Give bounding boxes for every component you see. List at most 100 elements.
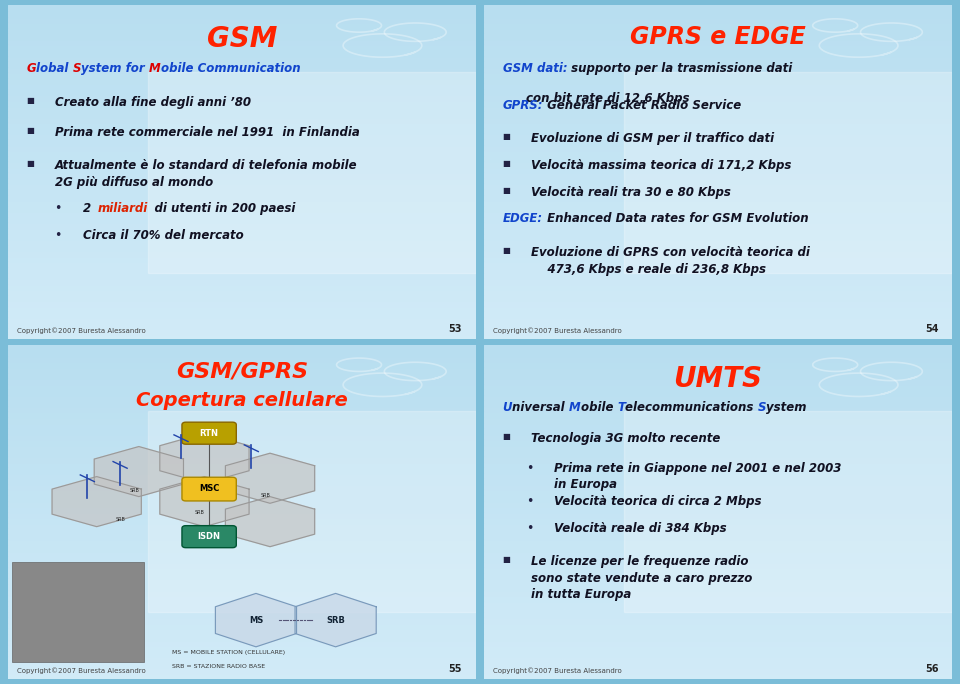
Bar bbox=[8, 595, 476, 601]
Bar bbox=[624, 412, 952, 611]
Bar bbox=[484, 439, 952, 445]
Bar bbox=[8, 590, 476, 595]
Bar bbox=[8, 139, 476, 144]
Polygon shape bbox=[226, 453, 315, 503]
Text: •: • bbox=[55, 202, 61, 215]
Text: •: • bbox=[55, 229, 61, 242]
Text: Velocità reale di 384 Kbps: Velocità reale di 384 Kbps bbox=[554, 522, 727, 535]
Text: niversal: niversal bbox=[512, 402, 569, 415]
Bar bbox=[8, 206, 476, 211]
Text: •: • bbox=[526, 495, 534, 508]
Bar bbox=[8, 640, 476, 645]
Bar bbox=[484, 367, 952, 373]
Bar bbox=[8, 378, 476, 384]
Text: ■: ■ bbox=[503, 432, 511, 440]
Bar bbox=[8, 439, 476, 445]
Text: Velocità massima teorica di 171,2 Kbps: Velocità massima teorica di 171,2 Kbps bbox=[531, 159, 791, 172]
Text: Copyright©2007 Buresta Alessandro: Copyright©2007 Buresta Alessandro bbox=[17, 328, 146, 334]
Polygon shape bbox=[94, 447, 183, 497]
Bar bbox=[484, 39, 952, 44]
Bar bbox=[484, 668, 952, 673]
Text: GSM/GPRS: GSM/GPRS bbox=[176, 361, 308, 382]
Text: ■: ■ bbox=[27, 96, 35, 105]
Bar bbox=[484, 662, 952, 668]
Bar bbox=[484, 94, 952, 100]
Text: S: S bbox=[73, 62, 81, 75]
Text: Prima rete commerciale nel 1991  in Finlandia: Prima rete commerciale nel 1991 in Finla… bbox=[55, 126, 359, 139]
Bar bbox=[484, 267, 952, 272]
Bar bbox=[8, 629, 476, 634]
Bar bbox=[484, 601, 952, 606]
Bar bbox=[8, 122, 476, 128]
Bar bbox=[484, 506, 952, 512]
Bar bbox=[484, 122, 952, 128]
Bar bbox=[8, 506, 476, 512]
Bar bbox=[484, 640, 952, 645]
Text: GPRS e EDGE: GPRS e EDGE bbox=[630, 25, 806, 49]
Bar bbox=[8, 662, 476, 668]
Bar bbox=[8, 261, 476, 267]
Bar bbox=[8, 573, 476, 579]
Bar bbox=[8, 228, 476, 233]
Bar bbox=[484, 211, 952, 217]
Text: Prima rete in Giappone nel 2001 e nel 2003
in Europa: Prima rete in Giappone nel 2001 e nel 20… bbox=[554, 462, 842, 491]
Bar bbox=[8, 39, 476, 44]
Polygon shape bbox=[226, 497, 315, 547]
Bar bbox=[8, 467, 476, 473]
Bar bbox=[484, 50, 952, 55]
Bar bbox=[8, 451, 476, 456]
Bar bbox=[484, 451, 952, 456]
Bar bbox=[484, 334, 952, 339]
Bar bbox=[484, 105, 952, 111]
Bar bbox=[484, 16, 952, 22]
Bar bbox=[484, 345, 952, 350]
FancyBboxPatch shape bbox=[182, 422, 236, 444]
Bar bbox=[484, 478, 952, 484]
Bar bbox=[8, 334, 476, 339]
Bar bbox=[8, 328, 476, 334]
Bar bbox=[484, 462, 952, 467]
Text: Copyright©2007 Buresta Alessandro: Copyright©2007 Buresta Alessandro bbox=[17, 667, 146, 674]
Bar bbox=[484, 356, 952, 361]
Bar bbox=[8, 428, 476, 434]
Bar bbox=[8, 256, 476, 261]
Bar bbox=[8, 545, 476, 551]
Bar bbox=[484, 456, 952, 462]
Bar bbox=[484, 156, 952, 161]
Text: Circa il 70% del mercato: Circa il 70% del mercato bbox=[83, 229, 244, 242]
Bar bbox=[148, 73, 476, 272]
Bar bbox=[484, 645, 952, 650]
Text: Creato alla fine degli anni ’80: Creato alla fine degli anni ’80 bbox=[55, 96, 251, 109]
Bar bbox=[8, 417, 476, 423]
Bar bbox=[8, 272, 476, 278]
Bar bbox=[8, 50, 476, 55]
Text: Attualmente è lo standard di telefonia mobile
2G più diffuso al mondo: Attualmente è lo standard di telefonia m… bbox=[55, 159, 357, 189]
Text: di utenti in 200 paesi: di utenti in 200 paesi bbox=[148, 202, 295, 215]
Bar bbox=[484, 611, 952, 618]
Bar bbox=[484, 289, 952, 295]
Text: con bit rate di 12,6 Kbps: con bit rate di 12,6 Kbps bbox=[526, 92, 689, 105]
Bar bbox=[8, 144, 476, 150]
Text: EDGE:: EDGE: bbox=[503, 213, 542, 226]
Bar bbox=[484, 373, 952, 378]
Bar bbox=[8, 579, 476, 584]
Bar bbox=[8, 284, 476, 289]
Bar bbox=[8, 356, 476, 361]
FancyBboxPatch shape bbox=[182, 525, 236, 548]
Bar bbox=[8, 645, 476, 650]
Bar bbox=[8, 567, 476, 573]
Bar bbox=[484, 501, 952, 506]
Bar bbox=[8, 656, 476, 662]
Text: 56: 56 bbox=[924, 663, 938, 674]
Bar bbox=[8, 200, 476, 206]
Bar bbox=[484, 350, 952, 356]
Text: SRB = STAZIONE RADIO BASE: SRB = STAZIONE RADIO BASE bbox=[172, 663, 265, 668]
Bar bbox=[484, 195, 952, 200]
Bar bbox=[484, 183, 952, 189]
Bar bbox=[484, 55, 952, 61]
Bar bbox=[484, 528, 952, 534]
Bar bbox=[484, 89, 952, 94]
Bar bbox=[484, 523, 952, 528]
Bar bbox=[484, 584, 952, 590]
Bar bbox=[484, 673, 952, 679]
